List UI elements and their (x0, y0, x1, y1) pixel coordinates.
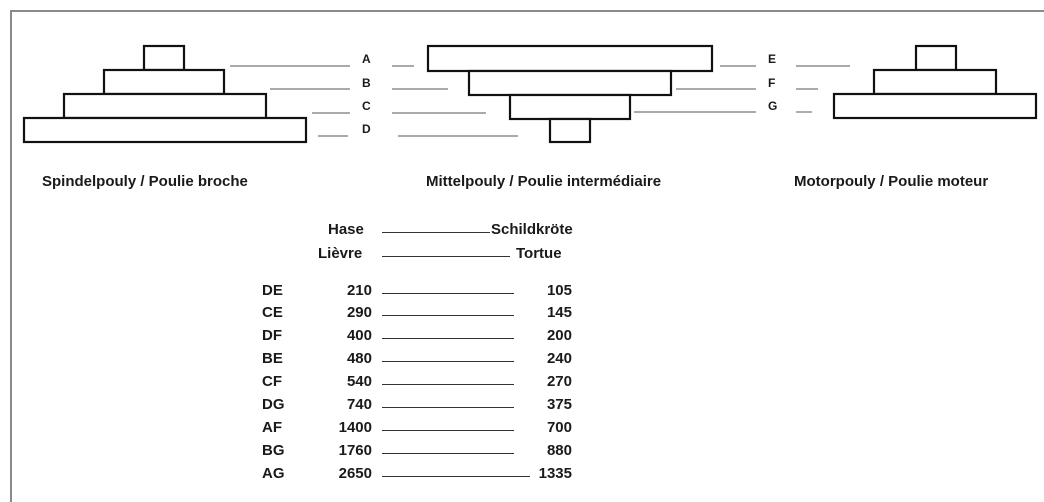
row-tortoise-value: 270 (546, 373, 572, 390)
row-code: CF (262, 373, 282, 390)
row-dash (382, 407, 514, 408)
middle-step-f (467, 69, 673, 97)
row-code: BE (262, 350, 283, 367)
table-row: AG 2650 1335 (0, 465, 1044, 488)
row-hare-value: 290 (346, 304, 372, 321)
spindle-step-a (142, 44, 186, 72)
spindle-step-b (102, 68, 226, 96)
table-row: DF 400 200 (0, 327, 1044, 350)
row-hare-value: 1760 (338, 442, 372, 459)
step-label-c: C (362, 99, 371, 113)
row-tortoise-value: 105 (546, 282, 572, 299)
header-dash-1 (382, 232, 490, 233)
table-row: CF 540 270 (0, 373, 1044, 396)
row-tortoise-value: 240 (546, 350, 572, 367)
table-row: DG 740 375 (0, 396, 1044, 419)
row-tortoise-value: 700 (546, 419, 572, 436)
middle-step-e (426, 44, 714, 73)
step-label-b: B (362, 76, 371, 90)
header-hare-fr: Lièvre (318, 245, 363, 262)
row-code: CE (262, 304, 283, 321)
row-dash (382, 293, 514, 294)
row-dash (382, 315, 514, 316)
row-code: BG (262, 442, 285, 459)
middle-step-hub (548, 117, 592, 144)
table-row: DE 210 105 (0, 282, 1044, 305)
step-label-f: F (768, 76, 776, 90)
row-hare-value: 2650 (338, 465, 372, 482)
row-tortoise-value: 145 (546, 304, 572, 321)
table-row: BE 480 240 (0, 350, 1044, 373)
row-hare-value: 210 (346, 282, 372, 299)
header-dash-2 (382, 256, 510, 257)
step-label-g: G (768, 99, 778, 113)
row-dash (382, 453, 514, 454)
motor-step-2 (872, 68, 998, 96)
spindle-pulley-caption: Spindelpouly / Poulie broche (42, 173, 248, 190)
motor-step-3 (832, 92, 1038, 120)
motor-step-1 (914, 44, 958, 72)
row-tortoise-value: 880 (546, 442, 572, 459)
row-tortoise-value: 200 (546, 327, 572, 344)
header-tortoise-fr: Tortue (516, 245, 562, 262)
diagram-frame (10, 10, 1044, 502)
step-label-e: E (768, 52, 777, 66)
row-hare-value: 480 (346, 350, 372, 367)
row-code: DF (262, 327, 282, 344)
row-dash (382, 384, 514, 385)
row-code: AF (262, 419, 282, 436)
table-row: AF 1400 700 (0, 419, 1044, 442)
spindle-step-d (22, 116, 308, 144)
row-code: DE (262, 282, 283, 299)
header-hare: Hase (328, 221, 364, 238)
step-label-a: A (362, 52, 371, 66)
motor-pulley-caption: Motorpouly / Poulie moteur (794, 173, 989, 190)
row-code: AG (262, 465, 285, 482)
row-hare-value: 540 (346, 373, 372, 390)
row-tortoise-value: 1335 (538, 465, 572, 482)
middle-step-g (508, 93, 632, 121)
header-tortoise: Schildkröte (491, 221, 573, 238)
row-tortoise-value: 375 (546, 396, 572, 413)
row-dash (382, 430, 514, 431)
middle-pulley-caption: Mittelpouly / Poulie intermédiaire (426, 173, 662, 190)
row-dash (382, 476, 530, 477)
row-hare-value: 1400 (338, 419, 372, 436)
row-hare-value: 740 (346, 396, 372, 413)
spindle-step-c (62, 92, 268, 120)
table-row: BG 1760 880 (0, 442, 1044, 465)
row-hare-value: 400 (346, 327, 372, 344)
row-code: DG (262, 396, 285, 413)
table-row: CE 290 145 (0, 304, 1044, 327)
row-dash (382, 338, 514, 339)
step-label-d: D (362, 122, 371, 136)
row-dash (382, 361, 514, 362)
